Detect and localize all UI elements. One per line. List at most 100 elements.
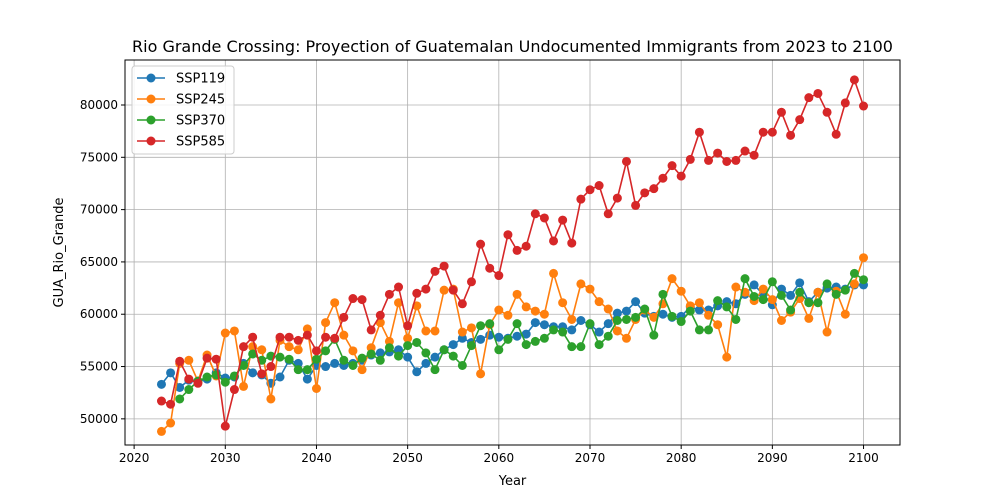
plot-frame <box>124 59 901 446</box>
data-point-ssp585 <box>211 354 221 364</box>
data-point-ssp119 <box>175 382 185 392</box>
data-point-ssp370 <box>804 298 814 308</box>
data-point-ssp370 <box>284 354 294 364</box>
data-point-ssp119 <box>375 348 385 358</box>
data-point-ssp370 <box>375 355 385 365</box>
data-point-ssp585 <box>430 266 440 276</box>
data-point-ssp370 <box>321 346 331 356</box>
data-point-ssp585 <box>795 115 805 125</box>
data-point-ssp119 <box>539 320 549 330</box>
data-point-ssp370 <box>412 337 422 347</box>
data-point-ssp585 <box>649 184 659 194</box>
data-point-ssp585 <box>539 213 549 223</box>
series-ssp245 <box>156 253 869 436</box>
data-point-ssp245 <box>284 342 294 352</box>
data-point-ssp585 <box>549 236 559 246</box>
data-point-ssp585 <box>384 289 394 299</box>
data-point-ssp119 <box>156 379 166 389</box>
data-point-ssp370 <box>585 319 595 329</box>
data-point-ssp245 <box>166 418 176 428</box>
data-point-ssp245 <box>539 309 549 319</box>
data-point-ssp245 <box>229 326 239 336</box>
data-point-ssp370 <box>348 360 358 370</box>
data-point-ssp370 <box>576 342 586 352</box>
data-point-ssp245 <box>849 279 859 289</box>
legend-label-ssp245: SSP245 <box>176 93 225 108</box>
legend-label-ssp370: SSP370 <box>176 114 225 129</box>
data-point-ssp119 <box>530 318 540 328</box>
data-point-ssp119 <box>476 334 486 344</box>
data-point-ssp245 <box>694 298 704 308</box>
data-point-ssp245 <box>704 310 714 320</box>
data-point-ssp370 <box>549 325 559 335</box>
data-point-ssp370 <box>439 345 449 355</box>
data-point-ssp585 <box>366 325 376 335</box>
data-point-ssp370 <box>831 289 841 299</box>
data-point-ssp585 <box>758 127 768 137</box>
data-point-ssp119 <box>594 327 604 337</box>
data-point-ssp585 <box>457 299 467 309</box>
data-point-ssp585 <box>849 75 859 85</box>
data-point-ssp119 <box>494 332 504 342</box>
data-point-ssp585 <box>704 155 714 165</box>
grid <box>125 60 900 445</box>
data-point-ssp245 <box>503 310 513 320</box>
data-point-ssp245 <box>530 306 540 316</box>
x-tick-label: 2040 <box>301 451 332 465</box>
data-point-ssp585 <box>640 188 650 198</box>
data-point-ssp119 <box>275 372 285 382</box>
data-point-ssp370 <box>758 295 768 305</box>
data-point-ssp370 <box>512 319 522 329</box>
data-point-ssp585 <box>658 173 668 183</box>
data-point-ssp585 <box>621 156 631 166</box>
data-point-ssp119 <box>248 368 258 378</box>
data-point-ssp370 <box>849 268 859 278</box>
data-point-ssp585 <box>731 155 741 165</box>
data-point-ssp370 <box>357 353 367 363</box>
data-point-ssp585 <box>494 271 504 281</box>
data-point-ssp585 <box>804 93 814 103</box>
data-point-ssp370 <box>713 296 723 306</box>
data-point-ssp370 <box>384 343 394 353</box>
data-point-ssp245 <box>403 333 413 343</box>
data-point-ssp585 <box>321 332 331 342</box>
data-point-ssp370 <box>731 314 741 324</box>
data-point-ssp119 <box>293 358 303 368</box>
data-point-ssp119 <box>658 309 668 319</box>
data-point-ssp370 <box>840 285 850 295</box>
data-point-ssp370 <box>175 394 185 404</box>
data-point-ssp370 <box>248 349 258 359</box>
data-point-ssp119 <box>457 333 467 343</box>
data-point-ssp370 <box>767 277 777 287</box>
data-point-ssp585 <box>813 88 823 98</box>
data-point-ssp370 <box>740 274 750 284</box>
data-point-ssp585 <box>184 374 194 384</box>
data-point-ssp245 <box>476 369 486 379</box>
data-point-ssp245 <box>330 298 340 308</box>
x-axis-ticks: 2020 2030 2040 2050 2060 2070 2080 2090 2100 <box>119 445 879 465</box>
data-point-ssp585 <box>567 238 577 248</box>
data-point-ssp245 <box>594 297 604 307</box>
data-point-ssp585 <box>530 209 540 219</box>
x-tick-label: 2070 <box>575 451 606 465</box>
data-point-ssp119 <box>786 290 796 300</box>
series-line-ssp370 <box>179 272 864 400</box>
data-point-ssp245 <box>302 324 312 334</box>
data-point-ssp245 <box>384 336 394 346</box>
data-point-ssp370 <box>776 290 786 300</box>
data-point-ssp245 <box>521 302 531 312</box>
data-point-ssp245 <box>840 309 850 319</box>
data-point-ssp585 <box>175 356 185 366</box>
data-point-ssp585 <box>603 209 613 219</box>
data-point-ssp370 <box>621 314 631 324</box>
data-point-ssp370 <box>339 355 349 365</box>
series-ssp585 <box>156 75 869 431</box>
data-point-ssp119 <box>521 329 531 339</box>
data-point-ssp585 <box>767 127 777 137</box>
data-point-ssp245 <box>603 304 613 314</box>
data-point-ssp370 <box>311 354 321 364</box>
y-axis-ticks: 50000 55000 60000 65000 70000 75000 80000 <box>80 98 125 426</box>
data-point-ssp245 <box>266 394 276 404</box>
data-point-ssp370 <box>567 342 577 352</box>
data-point-ssp585 <box>302 330 312 340</box>
